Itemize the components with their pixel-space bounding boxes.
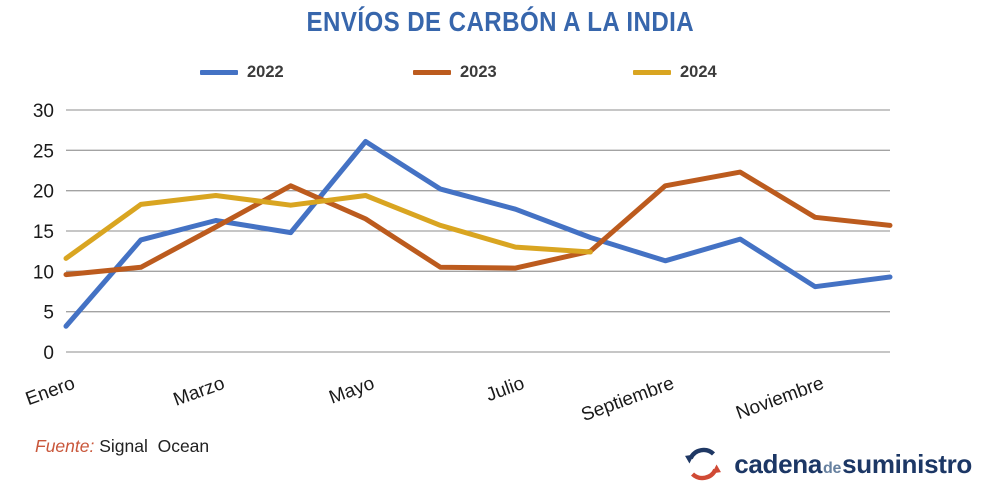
legend-label-2023: 2023 (460, 62, 497, 81)
x-tick-label: Noviembre (733, 373, 827, 424)
y-tick-label: 30 (33, 101, 54, 122)
legend-swatch-2022 (200, 69, 238, 75)
source-label: Fuente: (35, 436, 95, 456)
x-tick-label: Enero (23, 373, 78, 410)
line-chart: 0 5 10 15 20 25 30 Enero Marzo Mayo Julio Septiembr… (23, 101, 893, 426)
x-tick-label: Mayo (326, 373, 377, 409)
y-tick-label: 10 (33, 262, 54, 283)
logo-word-suministro: suministro (842, 448, 972, 479)
source-text: Signal Ocean (94, 436, 210, 456)
y-tick-label: 15 (33, 222, 54, 243)
x-tick-label: Septiembre (579, 373, 677, 426)
series-line-2023 (63, 169, 893, 278)
series-line-2024 (63, 193, 593, 261)
logo-word-de: de (823, 459, 842, 477)
x-tick-label: Julio (483, 373, 527, 406)
legend-item-2023: 2023 (413, 63, 497, 81)
series-line-2022 (63, 139, 893, 329)
legend-label-2022: 2022 (247, 62, 284, 81)
y-tick-label: 0 (43, 343, 54, 364)
title-row: ENVÍOS DE CARBÓN A LA INDIA (0, 6, 1000, 38)
y-tick-label: 5 (43, 303, 54, 324)
logo-text: cadenadesuministro (734, 449, 972, 480)
legend-item-2024: 2024 (633, 63, 717, 81)
chart-title: ENVÍOS DE CARBÓN A LA INDIA (306, 6, 694, 37)
y-tick-label: 25 (33, 141, 54, 162)
cadena-de-suministro-logo: cadenadesuministro (682, 443, 972, 485)
legend-item-2022: 2022 (200, 63, 284, 81)
y-tick-label: 20 (33, 182, 54, 203)
cycle-arrows-icon (685, 447, 722, 481)
source-line: Fuente: Signal Ocean (35, 436, 209, 457)
logo-word-cadena: cadena (734, 448, 822, 479)
x-tick-label: Marzo (171, 373, 228, 411)
legend-swatch-2024 (633, 69, 671, 75)
legend-swatch-2023 (413, 69, 451, 75)
legend-label-2024: 2024 (680, 62, 717, 81)
